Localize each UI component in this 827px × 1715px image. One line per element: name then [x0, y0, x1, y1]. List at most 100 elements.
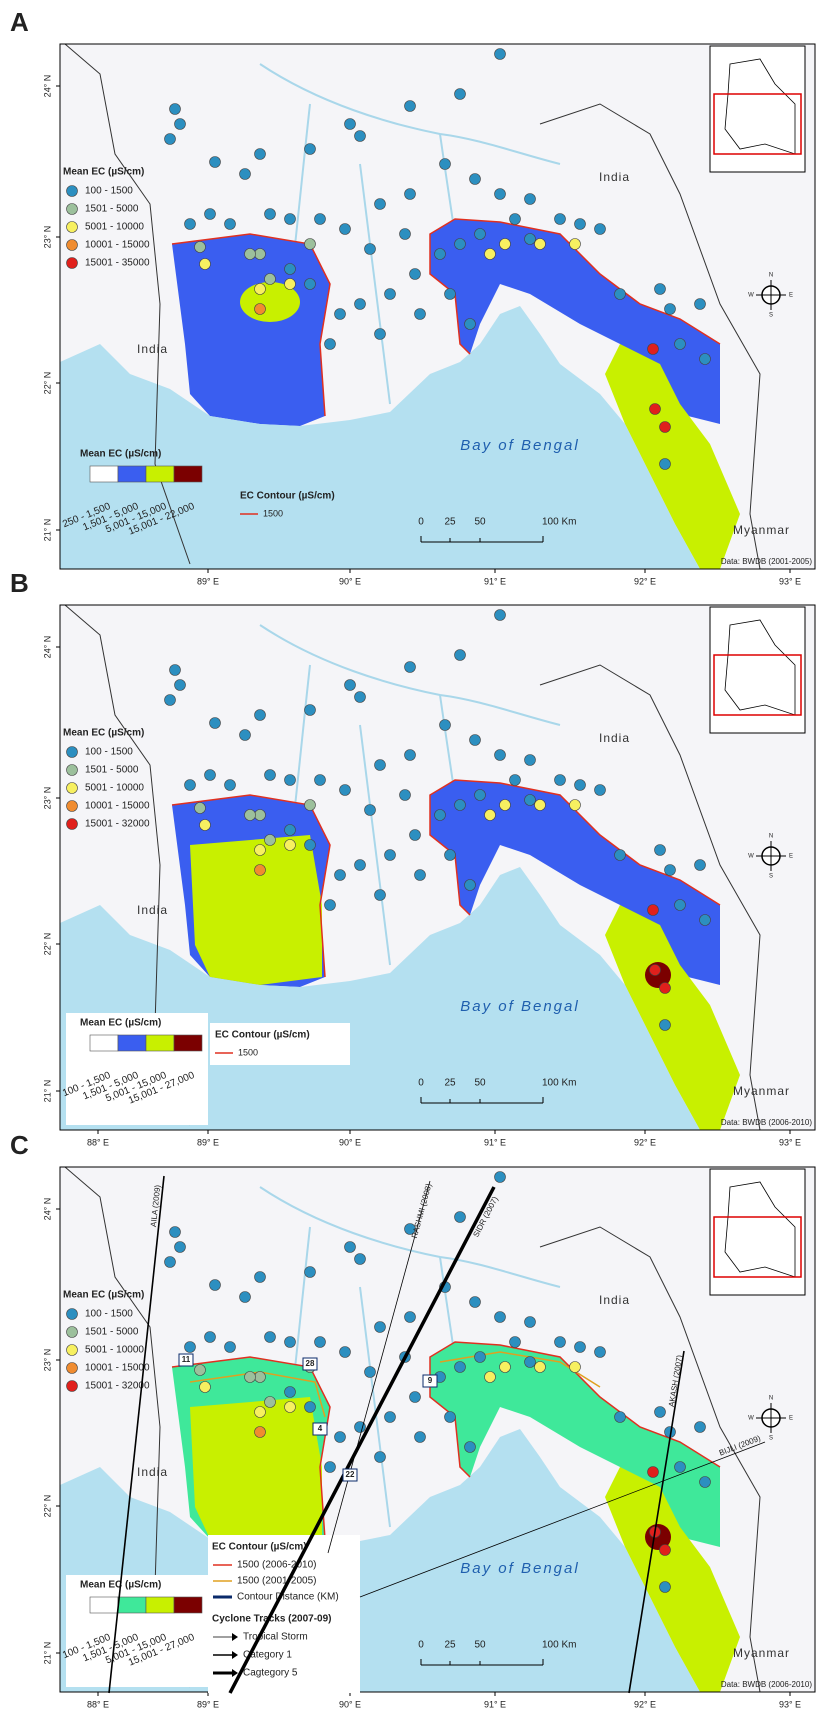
- station: [354, 691, 366, 703]
- station: [494, 188, 506, 200]
- station: [444, 1411, 456, 1423]
- station: [254, 248, 266, 260]
- station: [674, 338, 686, 350]
- station: [344, 118, 356, 130]
- legend-swatch: [173, 465, 203, 483]
- station: [204, 208, 216, 220]
- label: 0: [418, 1078, 424, 1089]
- station: [454, 88, 466, 100]
- label: W: [748, 1416, 754, 1422]
- arrowhead: [232, 1669, 238, 1677]
- label: 50: [474, 1078, 486, 1089]
- legend-symbol: [66, 1326, 78, 1338]
- salinity-zone: [240, 282, 300, 322]
- legend-symbol: [66, 203, 78, 215]
- label: Tropical Storm: [243, 1632, 308, 1643]
- station: [474, 789, 486, 801]
- label: 5001 - 10000: [85, 783, 144, 794]
- station: [659, 982, 671, 994]
- label: Bay of Bengal: [460, 998, 579, 1015]
- label: 88° E: [87, 1699, 109, 1709]
- legend-symbol: [66, 746, 78, 758]
- legend-swatch: [117, 1034, 147, 1052]
- station: [444, 288, 456, 300]
- station: [614, 849, 626, 861]
- legend-swatch: [173, 1034, 203, 1052]
- station: [554, 213, 566, 225]
- label: 1500 (2001-2005): [237, 1576, 317, 1587]
- scale-bar: [420, 1659, 544, 1666]
- river: [259, 1186, 561, 1288]
- station: [524, 1316, 536, 1328]
- station: [244, 248, 256, 260]
- station: [509, 1336, 521, 1348]
- station: [614, 288, 626, 300]
- contour: [171, 233, 331, 417]
- label: 1500: [263, 508, 283, 518]
- station: [444, 849, 456, 861]
- label: 15001 - 35000: [85, 258, 150, 269]
- label: 89° E: [197, 1699, 219, 1709]
- station: [554, 774, 566, 786]
- station: [339, 1346, 351, 1358]
- label: 90° E: [339, 1699, 361, 1709]
- label: 22° N: [42, 933, 52, 956]
- label: Mean EC (µS/cm): [80, 1018, 161, 1029]
- label: Myanmar: [733, 1646, 790, 1660]
- label: 0: [418, 517, 424, 528]
- station: [254, 809, 266, 821]
- label: 22° N: [42, 372, 52, 395]
- label: 93° E: [779, 1137, 801, 1147]
- station: [524, 1356, 536, 1368]
- station: [334, 869, 346, 881]
- station: [404, 1311, 416, 1323]
- station: [404, 749, 416, 761]
- cyclone-track: [359, 1441, 766, 1598]
- label: 90° E: [339, 576, 361, 586]
- label: S: [769, 313, 773, 319]
- station: [659, 1544, 671, 1556]
- label: 22° N: [42, 1495, 52, 1518]
- station: [254, 303, 266, 315]
- contour: [429, 1341, 721, 1478]
- station: [484, 809, 496, 821]
- label: 92° E: [634, 1137, 656, 1147]
- label: 92° E: [634, 576, 656, 586]
- station: [169, 1226, 181, 1238]
- station: [284, 278, 296, 290]
- label: Mean EC (µS/cm): [80, 449, 161, 460]
- label: 5001 - 10000: [85, 222, 144, 233]
- label: EC Contour (µS/cm): [215, 1030, 310, 1041]
- station: [164, 1256, 176, 1268]
- cyclone-track: [228, 1186, 496, 1694]
- legend-swatch: [117, 465, 147, 483]
- distance-box: [342, 1468, 358, 1482]
- station: [199, 819, 211, 831]
- compass-cross: [756, 841, 786, 871]
- station: [344, 1241, 356, 1253]
- station: [254, 1406, 266, 1418]
- station: [204, 1331, 216, 1343]
- station: [469, 173, 481, 185]
- label: 100 - 1500: [85, 1309, 133, 1320]
- label: Cagtegory 5: [243, 1668, 298, 1679]
- station: [184, 1341, 196, 1353]
- station: [264, 208, 276, 220]
- station: [174, 118, 186, 130]
- station: [474, 1351, 486, 1363]
- label: 21° N: [42, 1080, 52, 1103]
- station: [174, 679, 186, 691]
- station: [384, 288, 396, 300]
- station: [659, 1581, 671, 1593]
- station: [209, 717, 221, 729]
- label: Data: BWDB (2006-2010): [721, 1118, 812, 1127]
- panel-label: B: [10, 568, 29, 598]
- station: [264, 1331, 276, 1343]
- label: W: [748, 854, 754, 860]
- label: 10001 - 15000: [85, 240, 150, 251]
- station: [304, 278, 316, 290]
- station: [494, 609, 506, 621]
- station: [454, 1211, 466, 1223]
- river: [359, 163, 391, 405]
- station: [674, 1461, 686, 1473]
